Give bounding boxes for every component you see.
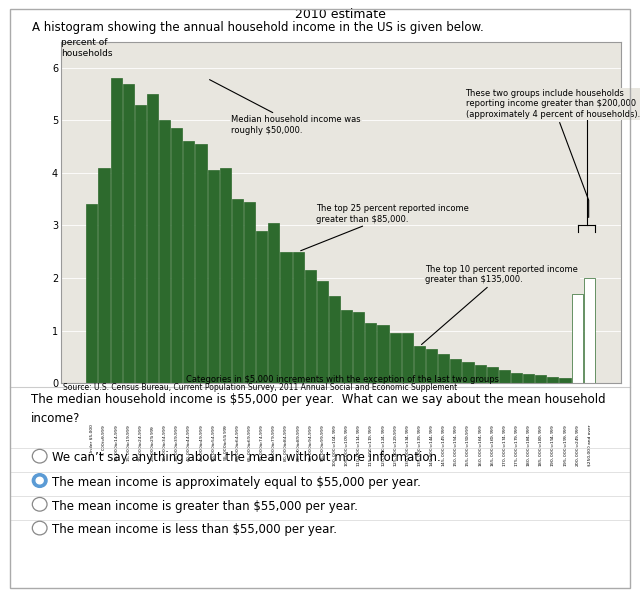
Text: The top 10 percent reported income
greater than $135,000.: The top 10 percent reported income great…	[422, 265, 579, 345]
Bar	[438, 354, 449, 383]
Text: The mean income is less than $55,000 per year.: The mean income is less than $55,000 per…	[52, 523, 337, 536]
Text: $90,000 to $94,999: $90,000 to $94,999	[307, 424, 314, 462]
Bar	[135, 105, 146, 383]
Text: $45,000 to $49,999: $45,000 to $49,999	[198, 424, 205, 462]
Text: $115,000 to $119,999: $115,000 to $119,999	[367, 424, 374, 467]
Bar	[402, 333, 413, 383]
Bar	[171, 128, 182, 383]
Text: $5,000 to $9,999: $5,000 to $9,999	[100, 424, 108, 456]
Bar	[147, 94, 158, 383]
Bar	[523, 374, 534, 383]
Text: $190,000 to $194,999: $190,000 to $194,999	[549, 424, 556, 467]
Bar	[341, 309, 352, 383]
Text: Categories in $5,000 increments with the exception of the last two groups: Categories in $5,000 increments with the…	[186, 375, 499, 384]
Bar	[390, 333, 401, 383]
Text: percent of
households: percent of households	[61, 38, 112, 58]
Text: $75,000 to $79,999: $75,000 to $79,999	[270, 424, 277, 462]
Text: $165,000 to $169,999: $165,000 to $169,999	[489, 424, 496, 467]
Text: $105,000 to $109,999: $105,000 to $109,999	[343, 424, 350, 467]
Text: $145,000 to $149,999: $145,000 to $149,999	[440, 424, 447, 467]
Bar	[317, 281, 328, 383]
Bar	[365, 323, 376, 383]
Text: The mean income is approximately equal to $55,000 per year.: The mean income is approximately equal t…	[52, 476, 421, 489]
Bar	[462, 362, 474, 383]
Bar	[268, 223, 280, 383]
Bar	[183, 141, 195, 383]
Text: $20,000 to $24,999: $20,000 to $24,999	[137, 424, 144, 462]
Text: $170,000 to $174,999: $170,000 to $174,999	[501, 424, 508, 467]
Bar	[547, 377, 559, 383]
Text: $70,000 to $74,999: $70,000 to $74,999	[258, 424, 265, 462]
Text: $135,000 to $139,999: $135,000 to $139,999	[416, 424, 423, 467]
Text: $175,000 to $179,999: $175,000 to $179,999	[513, 424, 520, 467]
Bar	[111, 78, 122, 383]
Text: $130,000 to $134,999: $130,000 to $134,999	[404, 424, 411, 467]
Bar	[378, 326, 388, 383]
Bar	[426, 349, 437, 383]
Bar	[584, 278, 595, 383]
Text: $25,000 to $29,999: $25,000 to $29,999	[149, 424, 156, 462]
Text: $10,000 to $14,999: $10,000 to $14,999	[113, 424, 120, 462]
Bar	[329, 296, 340, 383]
Text: The median household income is $55,000 per year.  What can we say about the mean: The median household income is $55,000 p…	[31, 393, 605, 425]
Text: $185,000 to $189,999: $185,000 to $189,999	[537, 424, 544, 467]
Text: Median household income was
roughly $50,000.: Median household income was roughly $50,…	[209, 80, 361, 135]
Bar	[305, 270, 316, 383]
Text: $55,000 to $59,999: $55,000 to $59,999	[222, 424, 228, 462]
Bar	[244, 202, 255, 383]
Bar	[99, 168, 109, 383]
Text: $250,000 and over: $250,000 and over	[588, 424, 591, 466]
Bar	[414, 346, 425, 383]
Text: $60,000 to $64,999: $60,000 to $64,999	[234, 424, 241, 462]
Text: $15,000 to $19,999: $15,000 to $19,999	[125, 424, 132, 462]
Bar	[256, 230, 268, 383]
Bar	[280, 252, 292, 383]
Bar	[499, 370, 510, 383]
Text: $160,000 to $164,999: $160,000 to $164,999	[477, 424, 484, 467]
Text: $120,000 to $124,999: $120,000 to $124,999	[380, 424, 387, 467]
Text: 2010 estimate: 2010 estimate	[296, 8, 386, 21]
Text: A histogram showing the annual household income in the US is given below.: A histogram showing the annual household…	[32, 21, 484, 34]
Text: $30,000 to $34,999: $30,000 to $34,999	[161, 424, 168, 462]
Text: These two groups include households
reporting income greater than $200,000
(appr: These two groups include households repo…	[465, 89, 640, 217]
Bar	[486, 367, 498, 383]
Text: $125,000 to $129,999: $125,000 to $129,999	[392, 424, 399, 467]
Bar	[195, 144, 207, 383]
Text: $50,000 to $54,999: $50,000 to $54,999	[210, 424, 217, 462]
Text: $180,000 to $184,999: $180,000 to $184,999	[525, 424, 532, 467]
Bar	[559, 378, 571, 383]
Bar	[572, 294, 583, 383]
Text: The top 25 percent reported income
greater than $85,000.: The top 25 percent reported income great…	[301, 204, 469, 251]
Text: $40,000 to $44,999: $40,000 to $44,999	[186, 424, 193, 462]
Text: $80,000 to $84,999: $80,000 to $84,999	[282, 424, 289, 462]
Bar	[207, 170, 219, 383]
Text: Under $5,000: Under $5,000	[90, 424, 94, 454]
Bar	[220, 168, 231, 383]
Bar	[474, 365, 486, 383]
Text: $155,000 to $159,999: $155,000 to $159,999	[465, 424, 472, 467]
Text: $110,000 to $114,999: $110,000 to $114,999	[355, 424, 362, 467]
Text: Source: U.S. Census Bureau, Current Population Survey, 2011 Annual Social and Ec: Source: U.S. Census Bureau, Current Popu…	[63, 383, 457, 391]
Bar	[535, 375, 547, 383]
Text: We can’t say anything about the mean without more information.: We can’t say anything about the mean wit…	[52, 451, 441, 465]
Bar	[353, 312, 364, 383]
Text: $35,000 to $39,999: $35,000 to $39,999	[173, 424, 180, 462]
Bar	[159, 121, 170, 383]
Bar	[86, 204, 97, 383]
Bar	[450, 359, 461, 383]
Text: $200,000 to $249,999: $200,000 to $249,999	[573, 424, 580, 467]
Bar	[511, 372, 522, 383]
Text: $85,000 to $89,999: $85,000 to $89,999	[294, 424, 301, 462]
Bar	[123, 84, 134, 383]
Text: $140,000 to $144,999: $140,000 to $144,999	[428, 424, 435, 467]
Text: $195,000 to $199,999: $195,000 to $199,999	[561, 424, 568, 467]
Text: $65,000 to $69,999: $65,000 to $69,999	[246, 424, 253, 462]
Text: $95,000 to $99,999: $95,000 to $99,999	[319, 424, 326, 462]
Text: The mean income is greater than $55,000 per year.: The mean income is greater than $55,000 …	[52, 500, 358, 513]
Text: $100,000 to $104,999: $100,000 to $104,999	[331, 424, 338, 467]
Bar	[292, 252, 303, 383]
Text: $150,000 to $154,999: $150,000 to $154,999	[452, 424, 460, 467]
Bar	[232, 199, 243, 383]
